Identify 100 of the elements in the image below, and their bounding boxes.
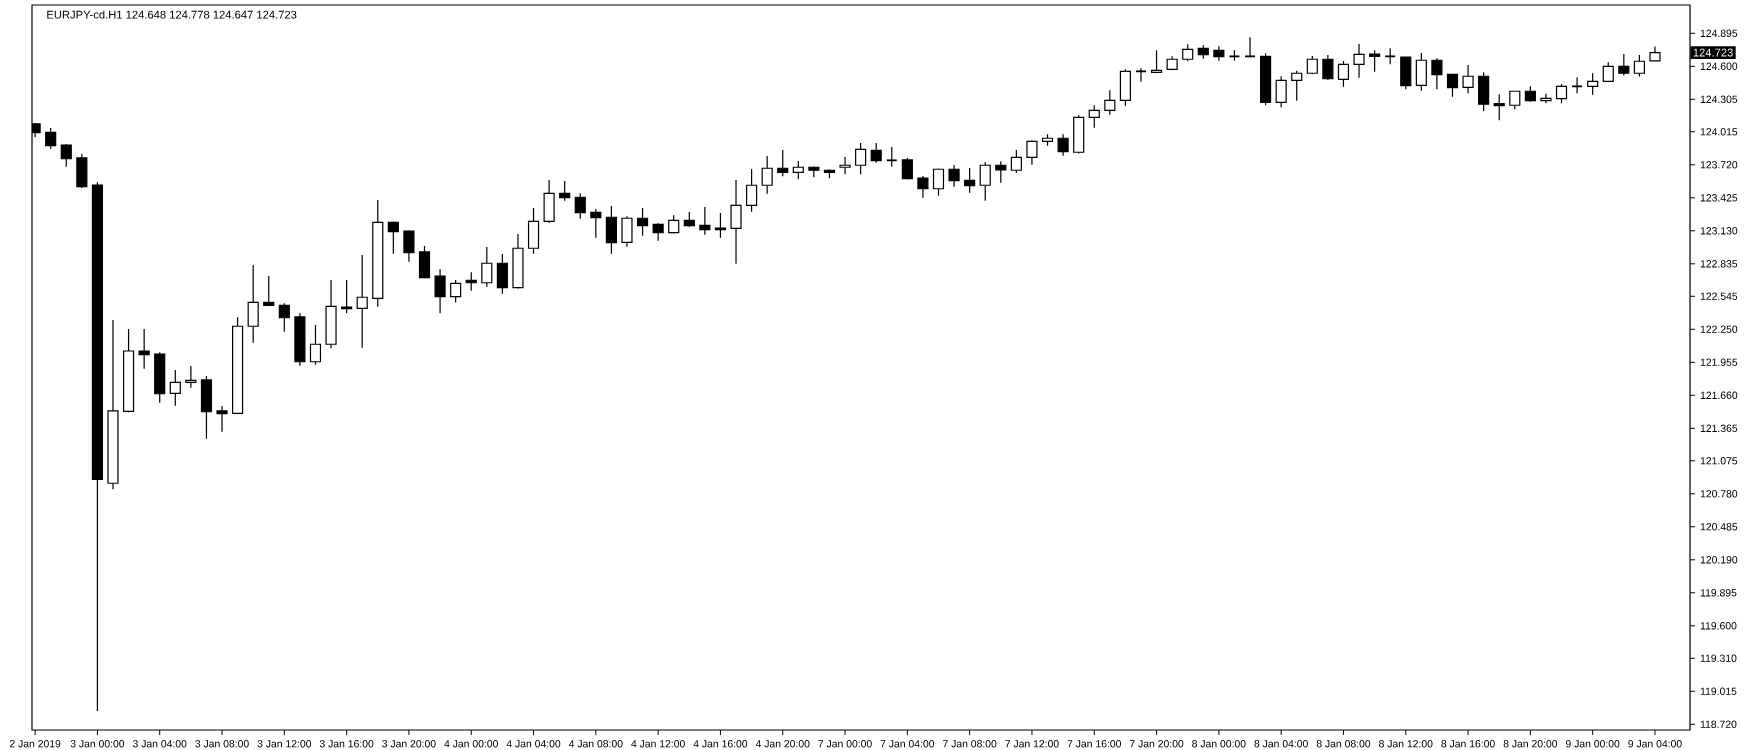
y-tick-label: 124.015	[1700, 128, 1738, 136]
x-tick-label: 3 Jan 16:00	[319, 740, 374, 748]
candlestick	[1369, 49, 1381, 73]
candlestick	[247, 264, 259, 344]
y-tick-label: 123.130	[1700, 227, 1738, 235]
candlestick	[1649, 45, 1661, 62]
x-tick-label: 8 Jan 08:00	[1316, 740, 1371, 748]
x-tick-label: 4 Jan 04:00	[506, 740, 561, 748]
x-tick-label: 8 Jan 16:00	[1441, 740, 1495, 748]
x-tick-label: 7 Jan 12:00	[1005, 740, 1059, 748]
y-tick-label: 119.895	[1700, 589, 1737, 597]
candlestick	[1353, 43, 1365, 79]
candlestick	[169, 369, 181, 407]
x-tick-label: 2 Jan 2019	[9, 740, 61, 748]
candlestick	[527, 207, 540, 255]
candlestick	[325, 279, 337, 349]
y-tick-label: 122.250	[1700, 325, 1738, 333]
text: 124.723	[1693, 48, 1733, 57]
x-tick-label: 7 Jan 16:00	[1067, 740, 1122, 748]
candlestick	[652, 223, 664, 242]
candlestick	[1540, 93, 1552, 104]
candlestick	[200, 375, 213, 440]
chart-title: EURJPY-cd.H1 124.648 124.778 124.647 124.723	[47, 10, 297, 19]
candlestick	[777, 149, 789, 177]
candlestick	[481, 246, 493, 288]
candlestick	[590, 208, 602, 239]
x-tick-label: 7 Jan 00:00	[818, 740, 872, 748]
candlestick	[761, 155, 773, 195]
candlestick	[1462, 64, 1474, 94]
candlestick	[91, 181, 103, 712]
candlestick	[699, 206, 711, 236]
candlestick	[1244, 36, 1256, 58]
candlestick	[839, 156, 851, 175]
candlestick	[636, 207, 649, 237]
candlestick	[107, 319, 119, 490]
x-tick-label: 7 Jan 08:00	[943, 740, 997, 748]
candlestick	[964, 167, 976, 194]
y-tick-label: 120.780	[1700, 490, 1738, 498]
candlestick	[512, 233, 524, 289]
y-tick-label: 122.835	[1700, 260, 1738, 268]
x-tick-label: 8 Jan 00:00	[1192, 740, 1246, 748]
candlestick	[216, 405, 228, 433]
x-tick-label: 4 Jan 08:00	[568, 740, 623, 748]
candlestick	[185, 365, 197, 389]
candlestick	[1135, 67, 1147, 83]
x-tick-label: 7 Jan 20:00	[1129, 740, 1184, 748]
x-tick-label: 4 Jan 16:00	[693, 740, 748, 748]
y-tick-label: 122.545	[1700, 292, 1738, 300]
y-tick-label: 123.425	[1700, 194, 1738, 202]
candlestick	[138, 328, 150, 370]
candlestick	[434, 268, 446, 314]
candlestick	[1166, 55, 1178, 70]
candlestick	[885, 146, 898, 168]
candlestick	[1291, 70, 1303, 102]
candlestick	[730, 179, 742, 265]
candlestick	[714, 212, 727, 239]
y-tick-label: 121.955	[1700, 358, 1738, 366]
x-tick-label: 8 Jan 04:00	[1254, 740, 1308, 748]
candlestick	[1431, 57, 1443, 90]
candlestick	[294, 312, 306, 367]
x-tick-label: 3 Jan 12:00	[257, 740, 312, 748]
x-tick-label: 4 Jan 12:00	[631, 740, 685, 748]
x-tick-label: 9 Jan 00:00	[1565, 740, 1620, 748]
candlestick	[948, 164, 960, 188]
y-tick-label: 121.660	[1700, 391, 1738, 399]
x-tick-label: 7 Jan 04:00	[880, 740, 935, 748]
x-tick-label: 8 Jan 12:00	[1379, 740, 1433, 748]
candlestick	[1322, 54, 1334, 80]
x-tick-label: 8 Jan 20:00	[1503, 740, 1558, 748]
y-tick-label: 120.190	[1700, 556, 1738, 564]
y-tick-label: 123.720	[1700, 161, 1738, 169]
y-tick-label: 124.305	[1700, 95, 1738, 103]
candlestick	[746, 168, 758, 213]
y-tick-label: 120.485	[1700, 523, 1738, 531]
y-tick-label: 119.310	[1700, 654, 1737, 662]
candlestick	[1026, 140, 1038, 166]
candlestick	[808, 166, 820, 178]
x-tick-label: 3 Jan 00:00	[70, 740, 125, 748]
y-tick-label: 118.720	[1700, 720, 1737, 728]
y-tick-label: 121.365	[1700, 424, 1738, 432]
candlestick	[543, 179, 555, 222]
candlestick	[356, 254, 368, 349]
x-tick-label: 3 Jan 04:00	[132, 740, 187, 748]
y-tick-label: 119.600	[1700, 622, 1737, 630]
candlestick	[979, 161, 991, 202]
y-tick-label: 124.895	[1700, 29, 1738, 37]
x-tick-label: 3 Jan 08:00	[195, 740, 249, 748]
candlestick	[263, 275, 275, 306]
candlestick	[372, 199, 384, 308]
candlestick	[309, 324, 322, 366]
candlestick	[621, 215, 633, 248]
y-tick-label: 119.015	[1700, 687, 1737, 695]
y-tick-label: 121.075	[1700, 457, 1738, 465]
x-tick-label: 9 Jan 04:00	[1628, 740, 1682, 748]
candlestick	[403, 230, 415, 263]
x-tick-label: 4 Jan 00:00	[444, 740, 498, 748]
candlestick	[341, 279, 353, 314]
y-tick-label: 124.600	[1700, 62, 1738, 70]
x-tick-label: 4 Jan 20:00	[755, 740, 810, 748]
candlestick	[1057, 133, 1069, 157]
